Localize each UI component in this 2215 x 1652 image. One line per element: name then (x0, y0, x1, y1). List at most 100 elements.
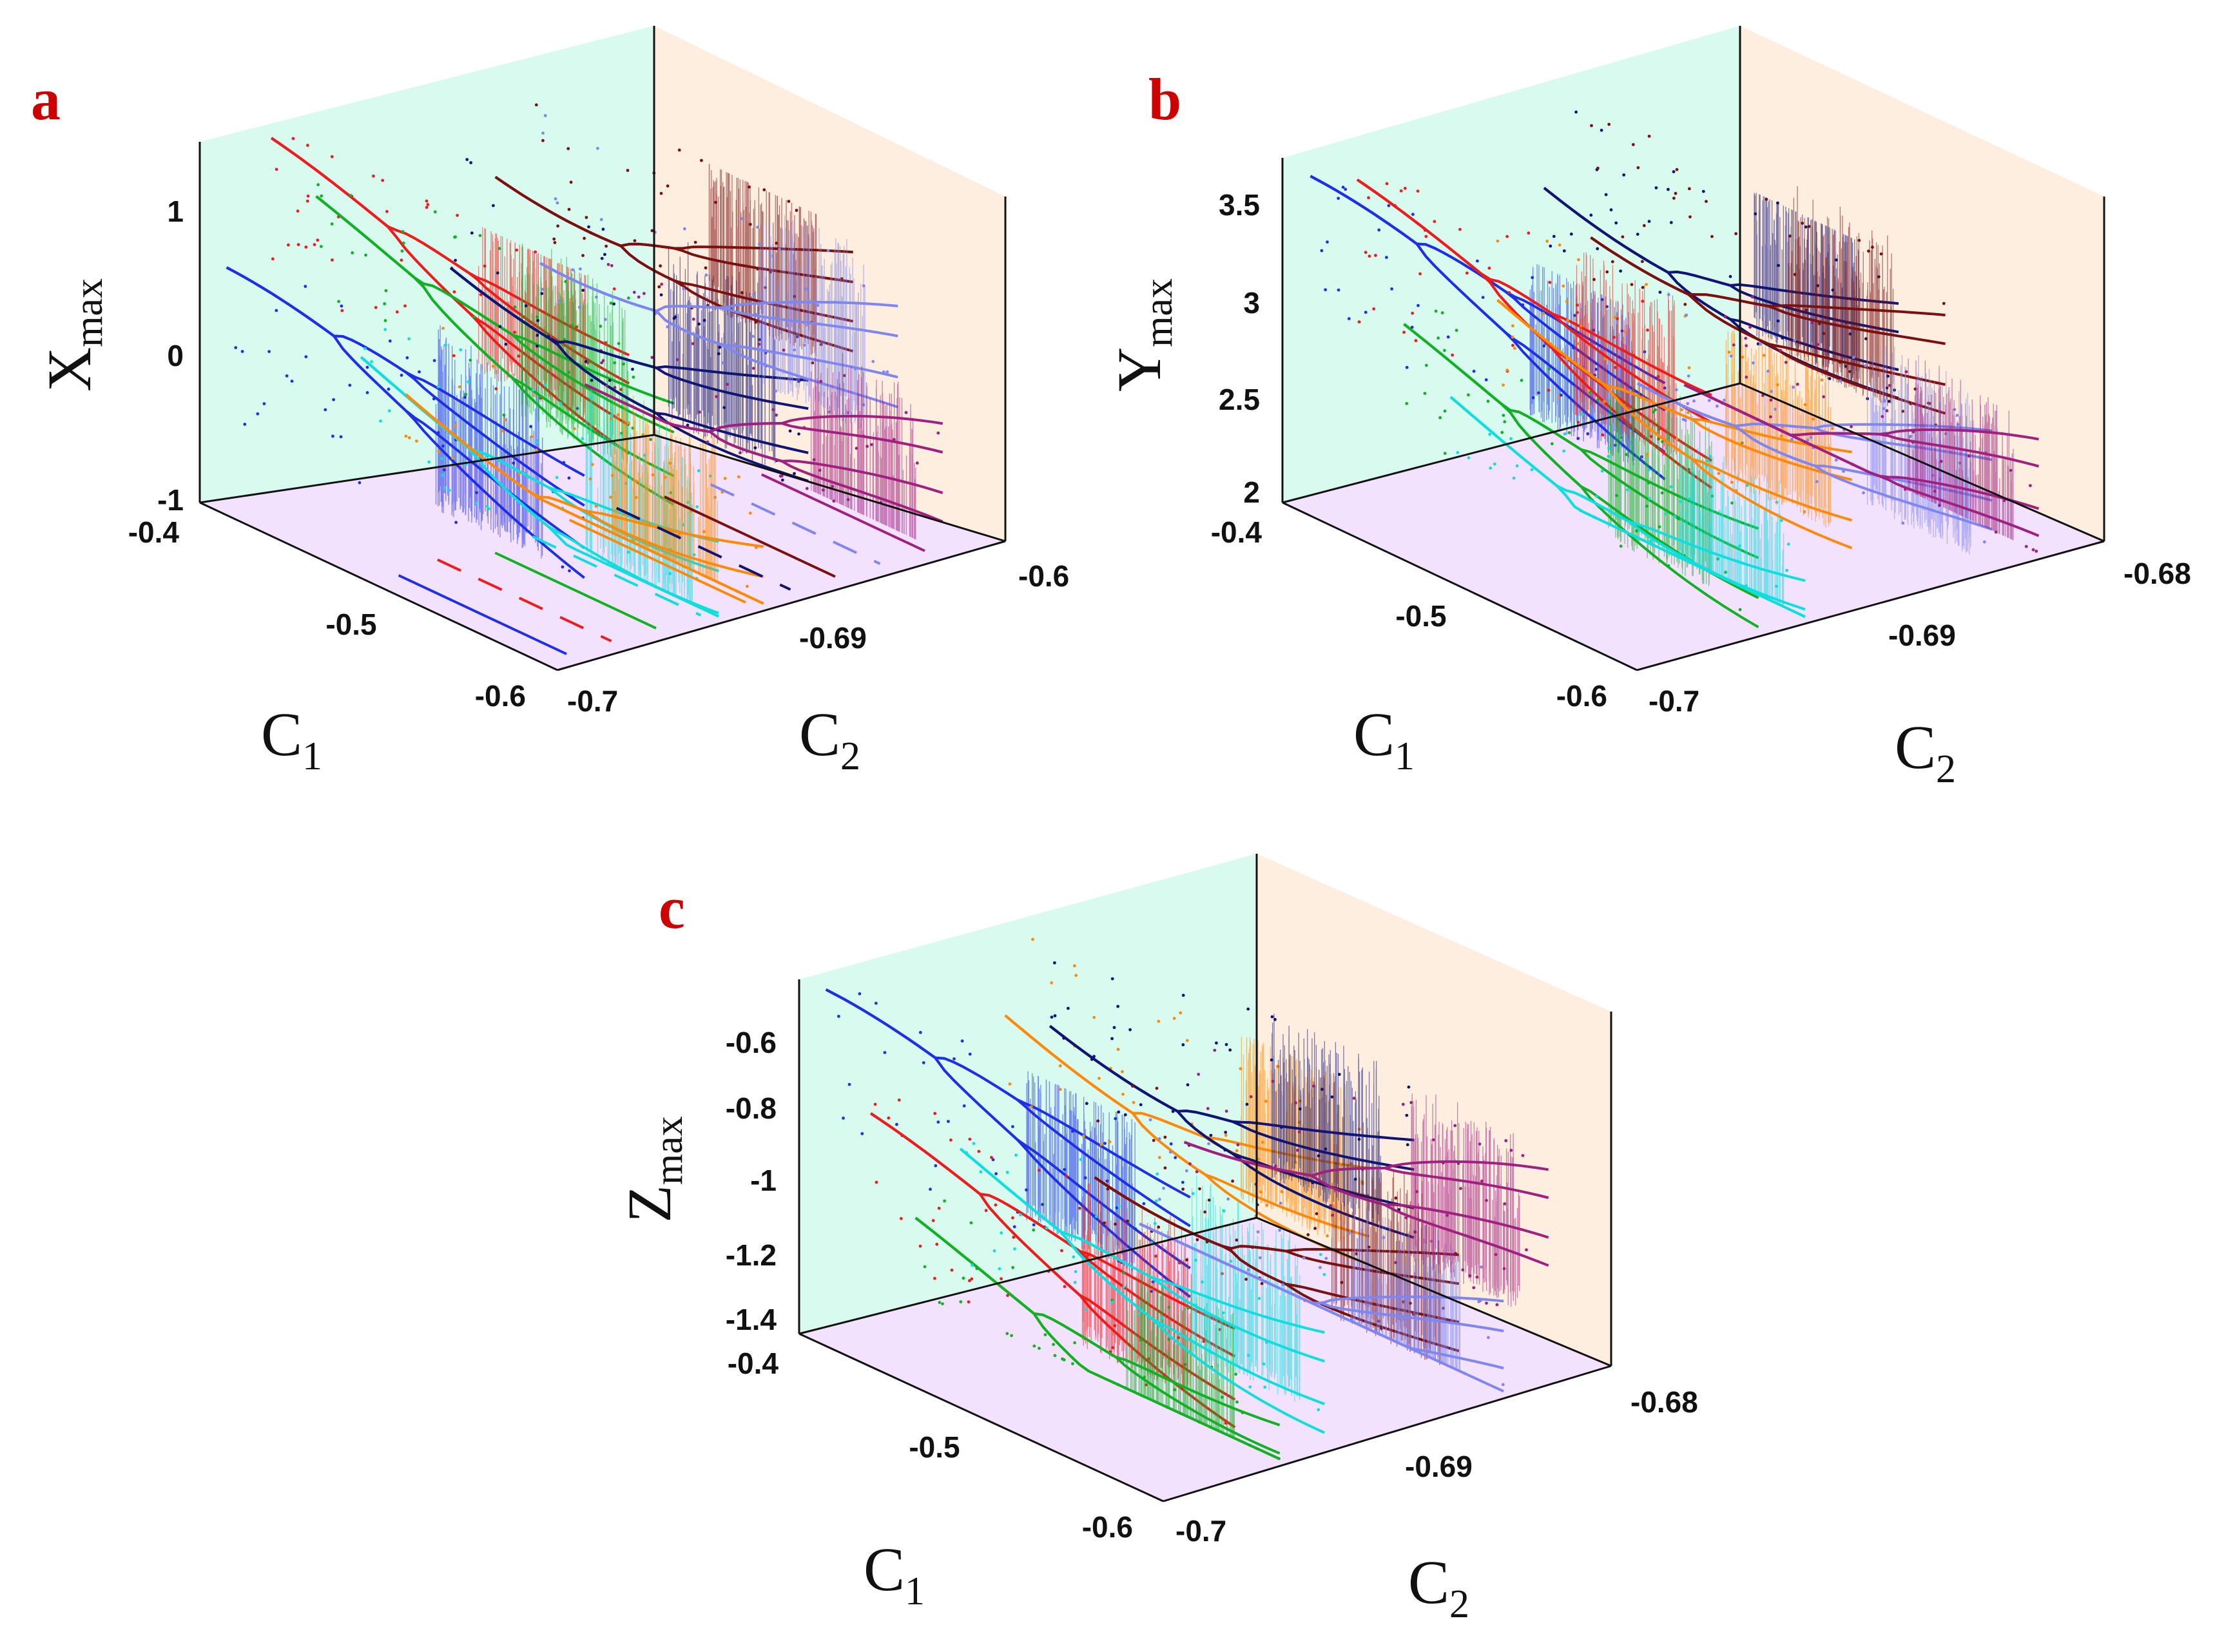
data-point (979, 1170, 983, 1174)
data-point (1502, 414, 1505, 417)
data-point (1377, 228, 1381, 232)
data-point (698, 410, 701, 414)
data-point (1795, 383, 1799, 386)
c1-letter: C (261, 700, 302, 769)
data-point (1725, 578, 1728, 581)
data-point (285, 374, 289, 378)
chaotic-band (1574, 252, 1677, 457)
data-point (1373, 1330, 1377, 1334)
data-point (1213, 1048, 1217, 1052)
data-point (651, 473, 655, 477)
data-point (1588, 391, 1592, 394)
data-point (947, 1120, 950, 1123)
data-point (1157, 1019, 1161, 1023)
data-point (1493, 462, 1496, 466)
data-point (1005, 1332, 1009, 1336)
data-point (475, 491, 478, 494)
data-point (1451, 353, 1455, 357)
data-point (1552, 235, 1556, 238)
data-point (348, 383, 352, 387)
data-point (933, 1276, 936, 1280)
series-9 (1183, 1048, 1549, 1307)
data-point (401, 241, 405, 245)
floor-projection (664, 495, 836, 578)
data-point (374, 305, 378, 309)
data-point (556, 224, 559, 228)
data-point (543, 114, 547, 117)
data-point (612, 287, 616, 291)
data-point (262, 402, 266, 405)
floor-projection (398, 574, 567, 655)
data-point (432, 359, 436, 362)
data-point (1761, 394, 1765, 398)
data-point (1574, 110, 1578, 114)
data-point (1734, 232, 1738, 236)
data-point (601, 381, 605, 385)
chaotic-band (1191, 1175, 1301, 1402)
data-point (1727, 351, 1731, 354)
data-point (649, 437, 652, 441)
data-point (474, 501, 478, 505)
data-point (1605, 270, 1609, 274)
axis-lines (1281, 26, 2105, 671)
data-point (1414, 339, 1418, 343)
data-point (1160, 1316, 1164, 1320)
data-point (1405, 365, 1409, 369)
data-point (1110, 1037, 1114, 1041)
data-point (1206, 1107, 1210, 1110)
data-point (1710, 396, 1714, 399)
data-point (1596, 247, 1600, 251)
c2-tick-label: -0.69 (799, 621, 867, 655)
chaotic-band (759, 215, 866, 430)
data-point (755, 312, 759, 316)
data-point (339, 435, 343, 439)
floor-projection (568, 519, 746, 604)
branch-curve (315, 195, 675, 405)
data-point (1696, 564, 1699, 568)
data-point (1226, 1262, 1230, 1266)
data-point (1723, 315, 1727, 319)
data-point (1542, 312, 1545, 316)
data-point (885, 370, 889, 374)
data-point (1123, 1113, 1127, 1117)
data-point (1276, 1064, 1280, 1068)
data-point (1683, 303, 1687, 306)
data-point (531, 388, 535, 392)
c2-tick-label: -0.68 (2123, 557, 2191, 590)
data-point (1770, 390, 1774, 393)
data-point (1792, 385, 1795, 389)
data-point (470, 231, 474, 235)
data-point (512, 461, 516, 465)
data-point (1732, 343, 1736, 347)
chaotic-band (811, 352, 916, 540)
data-point (1677, 517, 1681, 521)
data-point (1440, 311, 1444, 314)
svg-text:Ymax: Ymax (1105, 278, 1181, 392)
data-point (1318, 1265, 1322, 1269)
data-point (441, 474, 444, 477)
data-point (452, 290, 456, 294)
data-point (1587, 513, 1591, 516)
data-point (1297, 1130, 1301, 1134)
data-point (1032, 1223, 1036, 1227)
data-point (757, 242, 761, 246)
branch-curve (959, 1148, 1325, 1334)
data-point (1559, 393, 1563, 397)
data-point (1341, 186, 1345, 189)
data-point (617, 341, 621, 345)
data-point (2035, 550, 2038, 553)
data-point (383, 302, 386, 305)
data-point (404, 434, 408, 438)
data-point (363, 347, 367, 351)
data-point (1486, 399, 1490, 403)
data-point (682, 227, 686, 231)
data-point (1817, 322, 1821, 325)
data-point (2024, 544, 2028, 548)
data-point (1320, 1088, 1324, 1091)
svg-text:Zmax: Zmax (615, 1116, 691, 1222)
data-point (621, 362, 625, 366)
c2-tick-label: -0.69 (1405, 1450, 1473, 1483)
data-point (524, 304, 528, 308)
data-point (1000, 1231, 1003, 1234)
data-point (331, 258, 334, 262)
